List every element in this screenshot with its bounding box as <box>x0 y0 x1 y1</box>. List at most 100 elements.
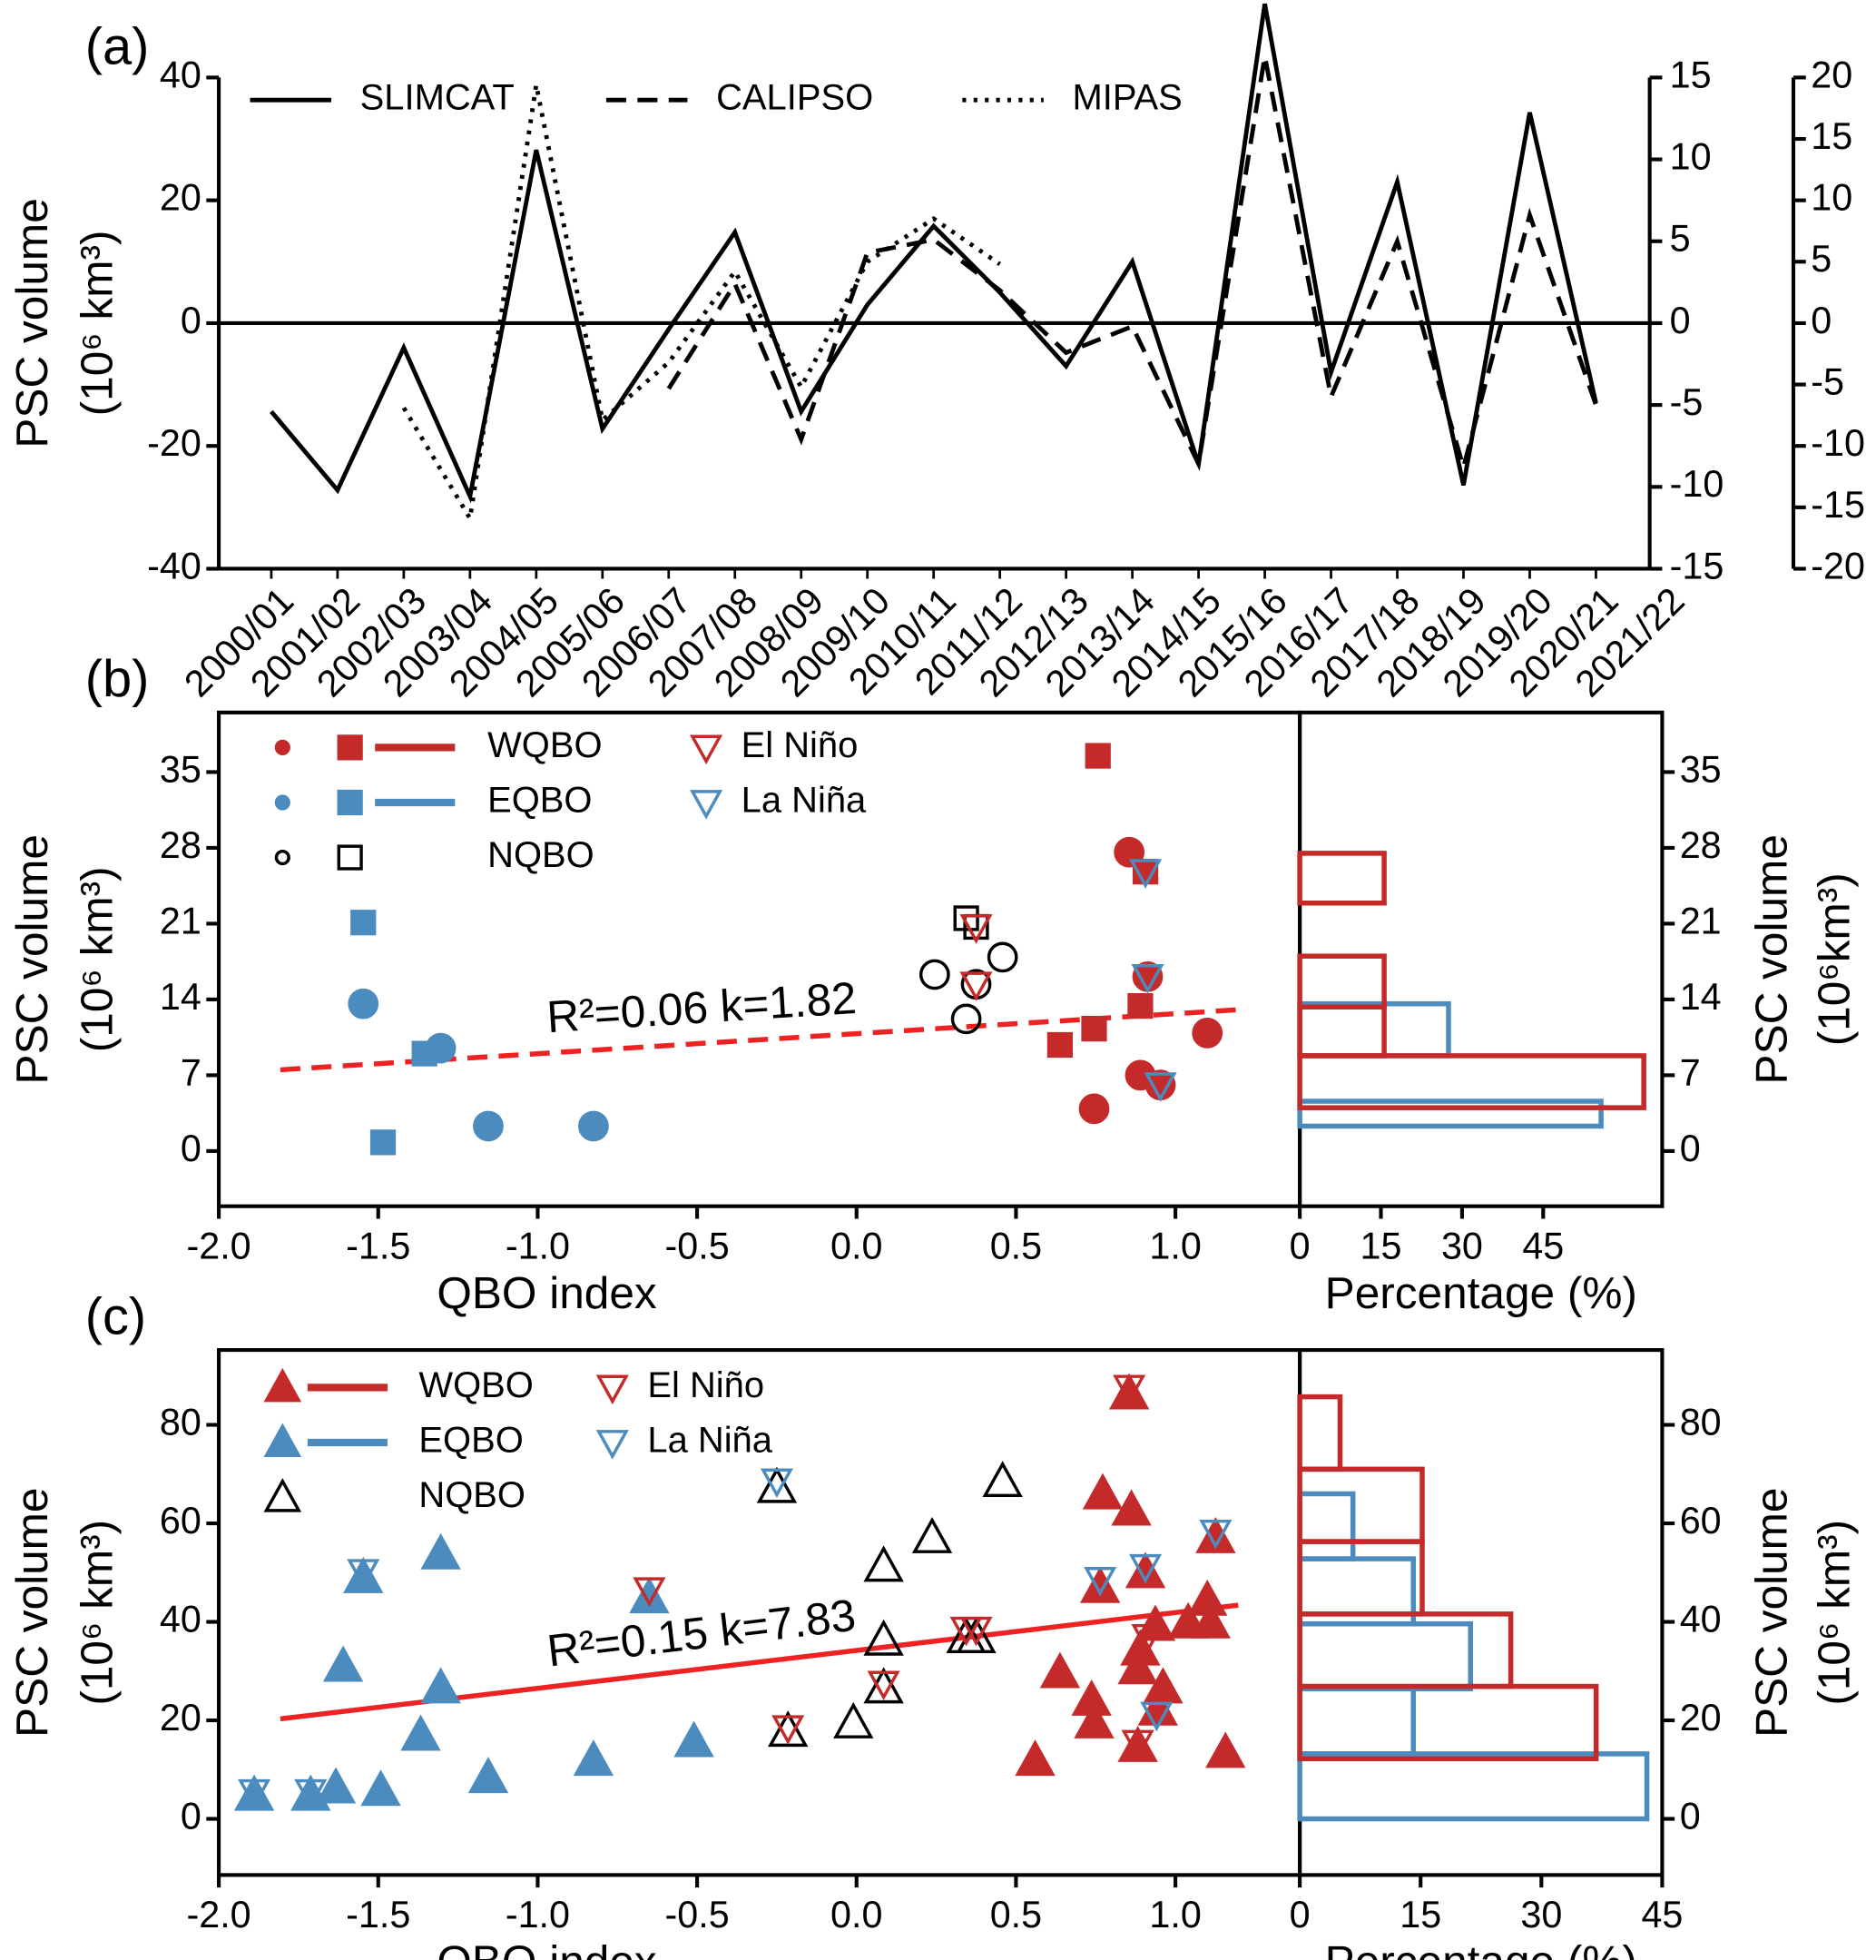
legend-label: El Niño <box>647 1365 764 1405</box>
marker <box>420 1667 461 1704</box>
x-tick-label: 0.5 <box>990 1894 1042 1935</box>
legend-label: CALIPSO <box>716 78 873 118</box>
legend-label: WQBO <box>418 1365 533 1405</box>
legend-marker <box>595 1430 629 1460</box>
hist-bar <box>1297 1053 1646 1110</box>
marker <box>1192 1018 1223 1049</box>
marker <box>1128 1553 1163 1584</box>
x-tick-label: 0.0 <box>830 1894 882 1935</box>
x-axis-label: Percentage (%) <box>1325 1936 1637 1960</box>
legend-marker <box>595 1374 629 1405</box>
x-tick-label: -0.5 <box>665 1225 730 1266</box>
marker <box>867 1670 900 1701</box>
marker <box>350 910 377 936</box>
x-tick-label: 15 <box>1400 1894 1441 1935</box>
y-tick-label: 14 <box>160 976 201 1018</box>
marker <box>347 1559 380 1589</box>
y-tick-label: 28 <box>160 824 201 866</box>
legend-marker <box>337 789 363 816</box>
hist-bar <box>1297 1751 1650 1822</box>
marker <box>1113 1374 1146 1404</box>
marker <box>982 1461 1023 1498</box>
series-line <box>270 3 1598 504</box>
y-tick-label: 80 <box>160 1401 201 1443</box>
y2-tick-label: 35 <box>1680 748 1722 790</box>
hist-bar <box>1297 1394 1343 1472</box>
y-axis-label: PSC volume <box>6 834 57 1084</box>
series-line <box>401 84 1002 526</box>
y-axis-label: PSC volume <box>6 198 57 448</box>
marker <box>578 1110 609 1142</box>
marker <box>343 1556 384 1593</box>
x-tick-label: -2.0 <box>187 1894 251 1935</box>
marker <box>863 1619 904 1656</box>
marker <box>400 1714 441 1751</box>
hist-frame <box>1298 710 1665 1208</box>
marker <box>771 1715 805 1745</box>
legend-marker <box>274 849 290 866</box>
panel-label: (a) <box>85 17 150 75</box>
hist-bar <box>1297 1539 1425 1617</box>
y2-tick-label: 80 <box>1680 1401 1722 1443</box>
x-tick-label: 1.0 <box>1149 1894 1201 1935</box>
marker <box>1127 992 1154 1019</box>
marker <box>1125 1551 1166 1589</box>
y2-tick-label: 21 <box>1680 900 1722 941</box>
y-axis-label: PSC volume <box>1745 834 1796 1084</box>
y-axis-label: (10⁶ km³) <box>71 866 122 1052</box>
marker <box>573 1739 614 1777</box>
y-tick-label: 7 <box>181 1051 201 1093</box>
marker <box>833 1701 874 1738</box>
legend-marker <box>690 734 723 765</box>
hist-bar <box>1297 1686 1416 1757</box>
fit-label: R²=0.06 k=1.82 <box>545 972 858 1042</box>
marker <box>1079 1566 1121 1603</box>
y-axis-label: PSC volume <box>1745 1488 1796 1738</box>
marker <box>987 941 1018 973</box>
y3-tick-label: 10 <box>1811 177 1852 219</box>
hist-bar <box>1297 953 1387 1010</box>
x-tick-label: -1.0 <box>506 1225 570 1266</box>
marker <box>411 1040 437 1067</box>
legend-label: EQBO <box>487 781 592 821</box>
x-tick-label: 45 <box>1522 1225 1564 1266</box>
marker <box>863 1545 904 1582</box>
marker <box>760 1468 793 1499</box>
y3-tick-label: -5 <box>1811 360 1844 402</box>
x-tick-label: 15 <box>1360 1225 1402 1266</box>
marker <box>420 1532 461 1570</box>
x-tick-label: -1.5 <box>346 1225 410 1266</box>
marker <box>1128 859 1163 889</box>
marker <box>1205 1731 1246 1768</box>
panel-label: (c) <box>85 1287 146 1345</box>
x-axis-label: QBO index <box>437 1267 657 1318</box>
y2-tick-label: -15 <box>1670 545 1724 586</box>
legend-marker <box>274 794 290 811</box>
marker <box>959 971 993 1001</box>
x-tick-label: 0 <box>1290 1225 1311 1266</box>
hist-bar <box>1297 1683 1599 1762</box>
y-axis-label: (10⁶ km³) <box>71 1520 122 1706</box>
marker <box>1084 1567 1117 1597</box>
marker <box>1140 1701 1174 1732</box>
marker <box>959 1616 993 1647</box>
hist-bar <box>1297 1466 1425 1544</box>
x-axis-label: Percentage (%) <box>1325 1267 1637 1318</box>
hist-bar <box>1297 1620 1473 1692</box>
y-tick-label: 40 <box>160 1598 201 1640</box>
y3-tick-label: 15 <box>1811 115 1852 157</box>
y3-tick-label: -20 <box>1811 545 1865 586</box>
marker <box>369 1129 397 1156</box>
y-tick-label: 21 <box>160 900 201 941</box>
marker <box>360 1769 401 1807</box>
y-tick-label: 0 <box>181 300 201 341</box>
marker <box>1085 743 1111 769</box>
x-tick-label: 1.0 <box>1149 1225 1201 1266</box>
x-tick-label: -1.0 <box>506 1894 570 1935</box>
legend-label: El Niño <box>742 725 859 765</box>
marker <box>238 1778 271 1809</box>
hist-bar <box>1297 1004 1387 1059</box>
y2-tick-label: 60 <box>1680 1500 1722 1541</box>
marker <box>1074 1701 1115 1738</box>
y-tick-label: 35 <box>160 748 201 790</box>
